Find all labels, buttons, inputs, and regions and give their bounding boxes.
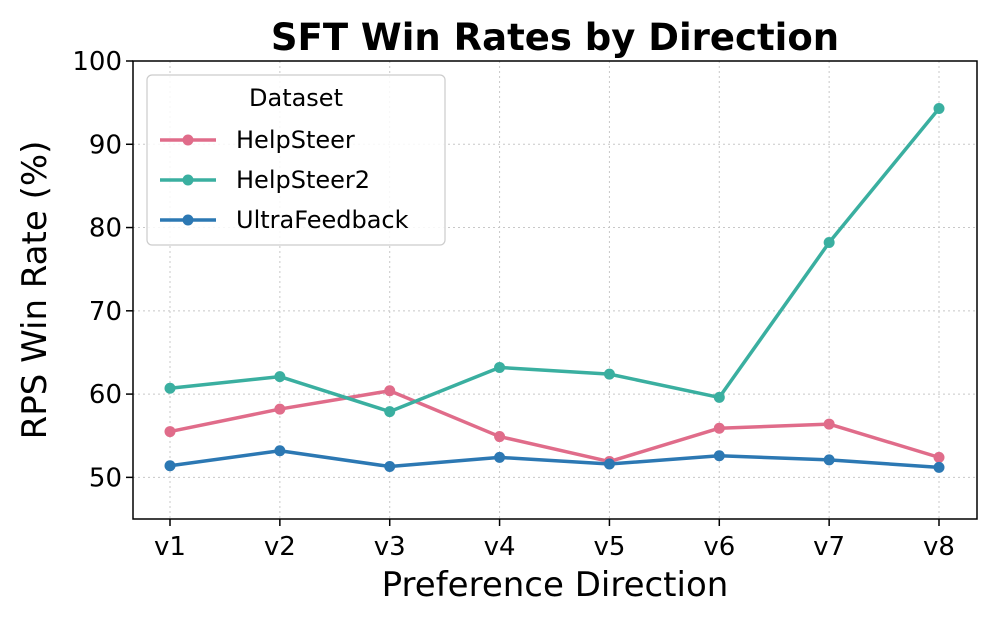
legend-label-helpsteer: HelpSteer xyxy=(236,126,355,154)
y-tick-label: 100 xyxy=(72,47,122,77)
legend-item-ultrafeedback: UltraFeedback xyxy=(160,206,409,234)
legend-items: HelpSteer HelpSteer2 UltraFeedback xyxy=(160,126,409,234)
series-line-helpsteer2 xyxy=(168,106,941,414)
x-tick-label: v1 xyxy=(154,532,186,562)
x-tick-label: v5 xyxy=(593,532,625,562)
data-point-helpsteer2 xyxy=(603,368,615,380)
legend-item-helpsteer: HelpSteer xyxy=(160,126,355,154)
data-point-helpsteer xyxy=(274,403,286,415)
data-point-helpsteer2 xyxy=(384,406,396,418)
x-axis-label: Preference Direction xyxy=(382,565,729,605)
data-point-ultrafeedback xyxy=(823,454,835,466)
data-point-ultrafeedback xyxy=(933,461,945,473)
legend: Dataset HelpSteer HelpSteer2 UltraFeedback xyxy=(146,74,446,246)
data-point-helpsteer2 xyxy=(823,237,835,249)
data-point-ultrafeedback xyxy=(384,461,396,473)
data-point-ultrafeedback xyxy=(603,458,615,470)
legend-label-ultrafeedback: UltraFeedback xyxy=(236,206,409,234)
legend-label-helpsteer2: HelpSteer2 xyxy=(236,166,370,194)
data-point-helpsteer2 xyxy=(494,361,506,373)
series-line-helpsteer xyxy=(168,389,941,464)
y-tick-label: 90 xyxy=(89,130,122,160)
y-tick-label: 80 xyxy=(89,214,122,244)
data-point-ultrafeedback xyxy=(274,445,286,457)
data-point-helpsteer2 xyxy=(713,391,725,403)
legend-box xyxy=(146,74,446,246)
x-tick-label: v8 xyxy=(923,532,955,562)
y-tick-label: 60 xyxy=(89,380,122,410)
data-point-helpsteer xyxy=(823,418,835,430)
data-point-ultrafeedback xyxy=(494,451,506,463)
x-tick-label: v2 xyxy=(264,532,296,562)
y-tick-label: 70 xyxy=(89,297,122,327)
x-tick-label: v4 xyxy=(484,532,516,562)
data-point-helpsteer xyxy=(713,422,725,434)
x-tick-label: v3 xyxy=(374,532,406,562)
legend-marker-helpsteer2 xyxy=(182,174,194,186)
series-layer xyxy=(164,102,945,473)
data-point-helpsteer xyxy=(164,426,176,438)
data-point-helpsteer xyxy=(494,431,506,443)
series-helpsteer xyxy=(164,385,945,468)
data-point-helpsteer2 xyxy=(274,371,286,383)
x-tick-label: v6 xyxy=(703,532,735,562)
axes: v1 v2 v3 v4 v5 v6 v7 v8 50 60 70 80 90 100 xyxy=(72,47,955,562)
data-point-helpsteer2 xyxy=(164,382,176,394)
plot-frame xyxy=(132,60,978,520)
y-axis-label: RPS Win Rate (%) xyxy=(15,141,55,440)
data-point-ultrafeedback xyxy=(713,450,725,462)
x-tick-label: v7 xyxy=(813,532,845,562)
series-helpsteer2 xyxy=(164,102,945,418)
y-tick-label: 50 xyxy=(89,463,122,493)
legend-item-helpsteer2: HelpSteer2 xyxy=(160,166,370,194)
data-point-ultrafeedback xyxy=(164,460,176,472)
legend-marker-ultrafeedback xyxy=(182,214,194,226)
data-point-helpsteer xyxy=(933,451,945,463)
series-line-ultrafeedback xyxy=(168,448,941,470)
data-point-helpsteer2 xyxy=(933,102,945,114)
legend-title: Dataset xyxy=(249,84,343,112)
chart-title: SFT Win Rates by Direction xyxy=(271,16,839,59)
legend-marker-helpsteer xyxy=(182,134,194,146)
series-ultrafeedback xyxy=(164,445,945,473)
data-point-helpsteer xyxy=(384,385,396,397)
